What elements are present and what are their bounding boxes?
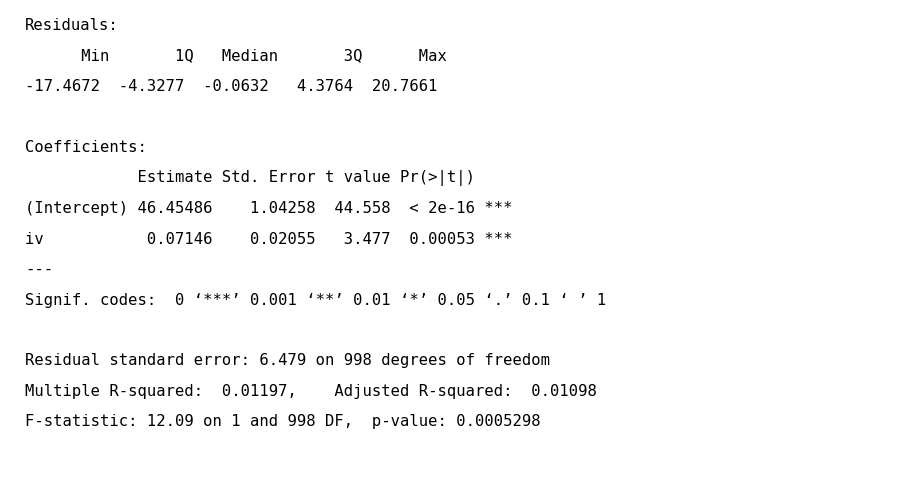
Text: Estimate Std. Error t value Pr(>|t|): Estimate Std. Error t value Pr(>|t|) xyxy=(25,171,512,186)
Text: ---: --- xyxy=(25,262,53,277)
Text: F-statistic: 12.09 on 1 and 998 DF,  p-value: 0.0005298: F-statistic: 12.09 on 1 and 998 DF, p-va… xyxy=(25,415,541,430)
Text: -17.4672  -4.3277  -0.0632   4.3764  20.7661: -17.4672 -4.3277 -0.0632 4.3764 20.7661 xyxy=(25,79,438,94)
Text: Min       1Q   Median       3Q      Max: Min 1Q Median 3Q Max xyxy=(25,49,447,63)
Text: (Intercept) 46.45486    1.04258  44.558  < 2e-16 ***: (Intercept) 46.45486 1.04258 44.558 < 2e… xyxy=(25,201,512,216)
Text: Multiple R-squared:  0.01197,    Adjusted R-squared:  0.01098: Multiple R-squared: 0.01197, Adjusted R-… xyxy=(25,384,597,399)
Text: Residual standard error: 6.479 on 998 degrees of freedom: Residual standard error: 6.479 on 998 de… xyxy=(25,354,550,369)
Text: Residuals:: Residuals: xyxy=(25,18,118,33)
Text: Coefficients:: Coefficients: xyxy=(25,140,147,155)
Text: Signif. codes:  0 ‘***’ 0.001 ‘**’ 0.01 ‘*’ 0.05 ‘.’ 0.1 ‘ ’ 1: Signif. codes: 0 ‘***’ 0.001 ‘**’ 0.01 ‘… xyxy=(25,293,606,308)
Text: iv           0.07146    0.02055   3.477  0.00053 ***: iv 0.07146 0.02055 3.477 0.00053 *** xyxy=(25,232,512,247)
